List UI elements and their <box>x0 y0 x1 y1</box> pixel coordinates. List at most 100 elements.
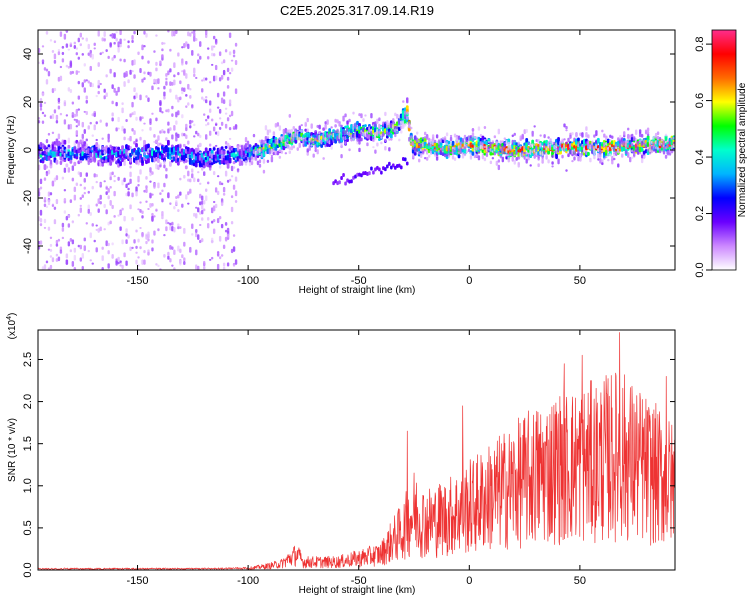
spectrogram-cell <box>545 155 548 160</box>
spectrogram-cell <box>145 188 148 194</box>
spectrogram-cell <box>577 149 580 155</box>
spectrogram-cell <box>131 192 134 198</box>
spectrogram-cell <box>208 100 212 106</box>
spectrogram-cell <box>296 147 299 151</box>
spectrogram-cell <box>71 177 75 182</box>
spectrogram-cell <box>57 76 61 82</box>
spectrogram-cell <box>208 143 212 147</box>
spectrogram-cell <box>147 71 150 76</box>
spectrogram-cell <box>163 182 166 188</box>
spectrogram-cell <box>278 137 282 141</box>
spectrogram-cell <box>49 192 53 196</box>
spectrogram-cell <box>191 223 194 230</box>
spectrogram-cell <box>449 136 453 142</box>
spectrogram-cell <box>352 175 355 180</box>
spectrogram-cell <box>49 243 53 247</box>
spectrogram-cell <box>304 128 308 132</box>
spectrogram-cell <box>224 107 228 110</box>
spectrogram-cell <box>163 130 166 134</box>
spectrogram-cell <box>117 41 120 48</box>
spectrogram-cell <box>155 117 158 122</box>
spectrogram-cell <box>282 128 286 135</box>
spectrogram-cell <box>218 165 222 169</box>
spectrogram-cell <box>183 261 186 266</box>
spectrogram-cell <box>85 222 88 225</box>
spectrogram-cell <box>224 123 228 129</box>
spec-xtick-label: -50 <box>351 275 367 287</box>
spectrogram-cell <box>386 120 389 125</box>
spectrogram-cell <box>505 154 508 157</box>
spectrogram-cell <box>117 256 120 262</box>
spectrogram-cell <box>171 221 174 226</box>
spectrogram-cell <box>199 41 202 47</box>
spectrogram-cell <box>67 214 71 218</box>
spectrogram-cell <box>358 147 361 153</box>
colorbar-label: Normalized spectral amplitude <box>737 82 748 217</box>
spectrogram-cell <box>330 145 333 150</box>
spectrogram-cell <box>133 130 136 136</box>
spectrogram-cell <box>105 186 108 190</box>
spectrogram-cell <box>230 110 234 117</box>
spectrogram-cell <box>298 142 301 149</box>
spectrogram-cell <box>153 230 156 236</box>
spectrogram-cell <box>65 148 69 154</box>
spectrogram-cell <box>344 141 347 145</box>
spectrogram-cell <box>222 192 226 196</box>
spectrogram-cell <box>81 121 84 128</box>
spectrogram-cell <box>135 159 138 165</box>
spectrogram-cell <box>206 216 210 221</box>
spectrogram-cell <box>503 141 507 145</box>
spectrogram-cell <box>529 142 532 148</box>
spectrogram-cell <box>416 131 419 135</box>
spectrogram-cell <box>69 71 73 75</box>
spectrogram-cell <box>250 155 254 159</box>
spectrogram-cell <box>127 182 130 186</box>
spectrogram-cell <box>632 151 636 157</box>
spectrogram-cell <box>71 165 75 172</box>
spectrogram-cell <box>199 55 202 60</box>
spectrogram-cell <box>346 178 349 183</box>
spectrogram-cell <box>435 156 439 161</box>
spectrogram-cell <box>551 141 554 145</box>
spectrogram-cell <box>565 141 568 145</box>
spectrogram-cell <box>147 143 150 149</box>
spectrogram-cell <box>226 85 230 89</box>
spectrogram-cell <box>131 217 134 221</box>
spectrogram-cell <box>199 134 202 139</box>
spectrogram-cell <box>206 122 210 126</box>
spectrogram-cell <box>344 130 347 135</box>
spectrogram-cell <box>226 67 230 73</box>
spectrogram-cell <box>525 158 528 164</box>
spectrogram-cell <box>403 157 407 162</box>
spectrogram-cell <box>230 206 234 213</box>
spectrogram-cell <box>115 90 118 96</box>
spectrogram-cell <box>205 33 208 39</box>
spectrogram-cell <box>67 66 71 69</box>
spectrogram-cell <box>149 118 152 124</box>
spectrogram-cell <box>226 227 230 233</box>
spectrogram-cell <box>79 244 82 250</box>
spectrogram-cell <box>67 241 71 247</box>
spectrogram-cell <box>61 227 65 232</box>
spectrogram-cell <box>324 121 327 125</box>
spectrogram-cell <box>189 178 192 183</box>
spectrogram-cell <box>334 130 337 134</box>
spectrogram-cell <box>49 264 53 270</box>
spectrogram-cell <box>91 134 94 137</box>
spectrogram-cell <box>477 151 481 154</box>
spectrogram-cell <box>425 135 429 140</box>
spectrogram-cell <box>143 71 146 75</box>
spectrogram-cell <box>199 201 202 206</box>
spectrogram-cell <box>372 138 375 143</box>
spectrogram-cell <box>38 47 41 54</box>
spectrogram-cell <box>109 34 112 37</box>
spectrogram-cell <box>161 53 164 58</box>
spectrogram-cell <box>660 150 664 153</box>
spectrogram-cell <box>457 154 461 159</box>
spectrogram-cell <box>461 146 465 150</box>
spectrogram-cell <box>619 134 622 138</box>
spectrogram-cell <box>453 133 457 138</box>
snr-multiplier: (x104) <box>6 313 18 340</box>
spectrogram-cell <box>638 132 642 138</box>
spectrogram-cell <box>67 48 71 51</box>
